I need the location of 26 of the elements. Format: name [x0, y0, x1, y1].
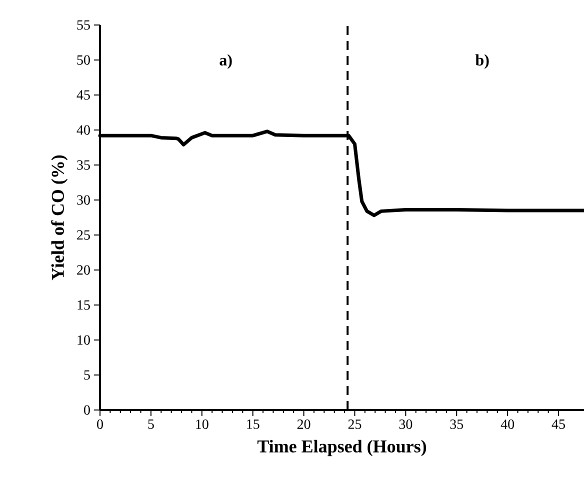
y-tick-label: 10: [78, 335, 90, 345]
x-axis-title: Time Elapsed (Hours): [257, 440, 426, 456]
y-axis-title: Yield of CO (%): [51, 155, 68, 280]
x-tick-label: 35: [450, 420, 464, 429]
y-tick-label: 35: [77, 160, 90, 170]
y-tick-label: 50: [77, 55, 90, 65]
y-tick-label: 25: [77, 230, 90, 240]
y-tick-label: 45: [76, 90, 90, 100]
annotation: a): [220, 54, 232, 69]
x-tick-label: 25: [348, 420, 362, 429]
x-tick-label: 0: [97, 420, 103, 429]
y-tick-label: 0: [84, 405, 90, 415]
x-tick-label: 30: [399, 420, 412, 429]
x-tick-label: 45: [552, 420, 565, 429]
x-tick-label: 20: [297, 420, 310, 429]
x-tick-label: 15: [247, 420, 260, 429]
y-tick-label: 15: [78, 300, 90, 310]
x-tick-label: 40: [500, 420, 514, 429]
y-tick-label: 30: [77, 195, 90, 205]
y-tick-label: 55: [77, 20, 90, 30]
y-tick-label: 20: [77, 265, 90, 275]
annotation: b): [475, 54, 489, 69]
y-tick-label: 5: [84, 370, 90, 380]
y-tick-label: 40: [76, 125, 90, 135]
x-tick-label: 5: [148, 420, 154, 429]
x-tick-label: 10: [196, 420, 208, 429]
